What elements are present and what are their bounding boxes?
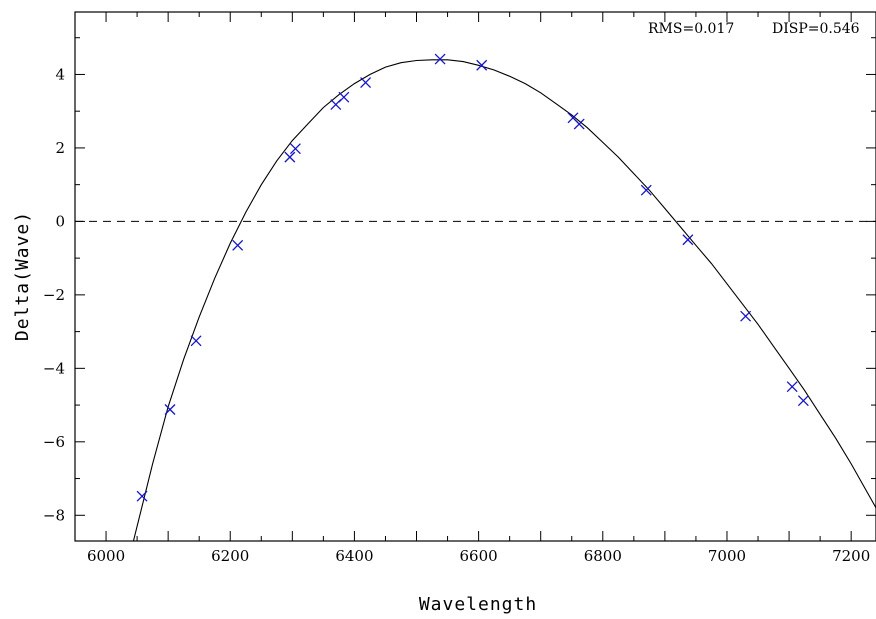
y-tick-label: 4 <box>55 65 65 83</box>
data-point-stroke <box>740 310 752 322</box>
y-tick-label: −8 <box>43 506 65 524</box>
data-point <box>338 91 350 103</box>
data-point <box>573 118 585 130</box>
data-point-stroke <box>360 77 372 88</box>
x-tick-label: 6600 <box>460 547 498 565</box>
curve-layer <box>132 59 876 541</box>
x-tick-label: 6000 <box>87 547 125 565</box>
data-point-stroke <box>573 118 585 130</box>
ticks-layer: 6000 6200 6400 6600 6800 7000 7200 −8 −6 −4 −2 0 2 4 <box>43 12 876 565</box>
data-point-stroke <box>640 184 652 196</box>
data-point <box>232 239 244 251</box>
data-point-stroke <box>232 239 244 251</box>
data-point <box>682 234 694 246</box>
data-point-stroke <box>682 234 694 246</box>
y-tick-label: −2 <box>43 286 65 304</box>
data-point-stroke <box>136 490 148 502</box>
x-tick-label: 7000 <box>708 547 746 565</box>
data-point <box>289 143 301 155</box>
y-tick-label: −4 <box>43 359 65 377</box>
data-point-stroke <box>786 381 798 393</box>
data-point <box>360 77 372 88</box>
data-point <box>786 381 798 393</box>
data-point <box>797 395 809 407</box>
data-point <box>434 53 446 65</box>
data-point <box>640 184 652 196</box>
y-tick-label: 2 <box>55 139 65 157</box>
x-tick-label: 6400 <box>335 547 373 565</box>
data-point-stroke <box>284 151 296 163</box>
x-tick-label: 6800 <box>584 547 622 565</box>
data-point <box>164 404 176 415</box>
x-axis-label: Wavelength <box>419 594 537 615</box>
plot-frame <box>74 11 876 542</box>
marker-layer <box>136 53 809 502</box>
y-tick-label: 0 <box>55 212 65 230</box>
data-point-stroke <box>338 91 350 103</box>
data-point-stroke <box>434 53 446 65</box>
fit-curve <box>132 59 876 541</box>
data-point-stroke <box>797 395 809 407</box>
data-point-stroke <box>164 404 176 415</box>
disp-annotation: DISP=0.546 <box>772 21 860 37</box>
data-point-stroke <box>476 59 488 71</box>
y-axis-label: Delta(Wave) <box>12 211 33 341</box>
x-tick-label: 7200 <box>832 547 870 565</box>
data-point <box>476 59 488 71</box>
data-point-stroke <box>289 143 301 155</box>
data-point-stroke <box>567 112 579 124</box>
data-point-stroke <box>190 335 202 347</box>
data-point <box>284 151 296 163</box>
data-point <box>136 490 148 502</box>
x-tick-label: 6200 <box>211 547 249 565</box>
data-point <box>740 310 752 322</box>
y-tick-label: −6 <box>43 433 65 451</box>
rms-annotation: RMS=0.017 <box>648 21 734 37</box>
data-point <box>190 335 202 347</box>
